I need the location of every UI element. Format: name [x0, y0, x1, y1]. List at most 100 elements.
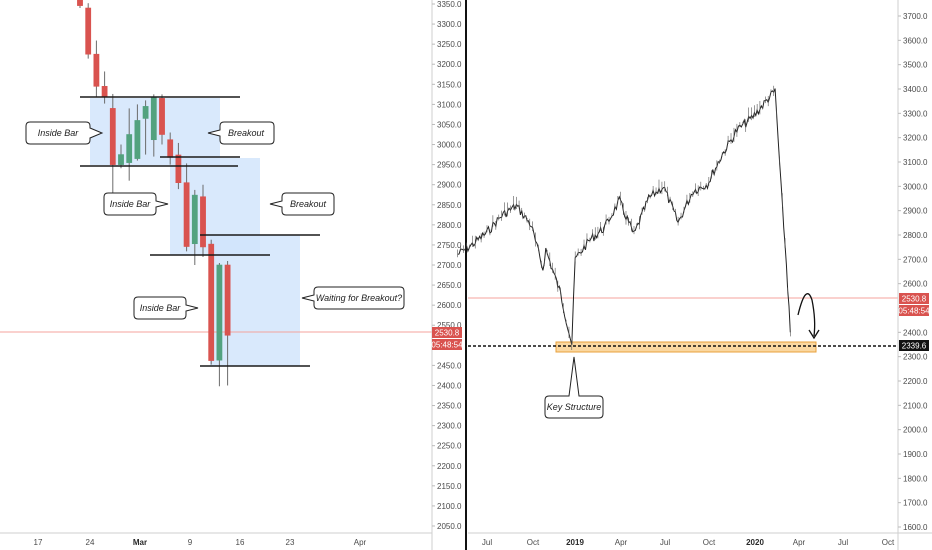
candle-body-bull	[142, 106, 149, 119]
right-y-tick-label: 1900.0	[903, 450, 928, 459]
left-y-tick-label: 2650.0	[437, 281, 462, 290]
breakout-label-1: Breakout	[228, 128, 265, 138]
price-line	[457, 88, 791, 345]
right-y-tick-label: 3600.0	[903, 36, 928, 45]
left-x-tick-label: 17	[34, 538, 43, 547]
breakout-label-2: Breakout	[290, 199, 327, 209]
left-x-tick-label: 24	[86, 538, 95, 547]
left-y-tick-label: 3150.0	[437, 80, 462, 89]
left-y-tick-label: 2100.0	[437, 502, 462, 511]
left-y-tick-label: 2400.0	[437, 381, 462, 390]
candle-body-bear	[167, 139, 174, 158]
right-y-tick-label: 2700.0	[903, 255, 928, 264]
right-y-tick-label: 2200.0	[903, 377, 928, 386]
candle-body-bull	[191, 194, 198, 245]
candle-body-bear	[85, 7, 92, 55]
left-y-tick-label: 2200.0	[437, 462, 462, 471]
right-x-tick-label: Oct	[882, 538, 895, 547]
candle-body-bear	[183, 182, 190, 247]
right-y-tick-label: 2000.0	[903, 426, 928, 435]
right-price-tag: 2530.8 05:48:54 2339.6	[898, 293, 930, 351]
candle-body-bear	[159, 98, 165, 135]
right-y-tick-label: 3300.0	[903, 109, 928, 118]
key-structure-label: Key Structure	[547, 402, 602, 412]
left-y-tick-label: 2450.0	[437, 361, 462, 370]
left-y-tick-label: 2300.0	[437, 422, 462, 431]
right-y-tick-label: 1700.0	[903, 499, 928, 508]
waiting-label: Waiting for Breakout?	[316, 293, 402, 303]
inside-bar-label-3: Inside Bar	[140, 303, 182, 313]
candle-body-bear	[224, 264, 231, 336]
left-panel: Inside Bar Breakout Inside Bar Breakout …	[0, 0, 463, 550]
left-y-tick-label: 2950.0	[437, 161, 462, 170]
left-y-tick-label: 2150.0	[437, 482, 462, 491]
candle-body-bear	[208, 243, 215, 361]
right-y-tick-label: 2900.0	[903, 207, 928, 216]
candle-body-bear	[77, 0, 83, 6]
left-x-tick-label: 9	[188, 538, 193, 547]
right-y-tick-label: 2800.0	[903, 231, 928, 240]
right-y-tick-label: 3700.0	[903, 12, 928, 21]
left-y-tick-label: 2550.0	[437, 321, 462, 330]
right-x-tick-label: Jul	[482, 538, 492, 547]
candle-body-bear	[101, 86, 108, 98]
candle-body-bull	[126, 134, 133, 163]
right-y-tick-label: 2400.0	[903, 328, 928, 337]
left-y-tick-label: 3200.0	[437, 60, 462, 69]
inside-bar-label-2: Inside Bar	[110, 199, 152, 209]
right-level-tag-text: 2339.6	[902, 342, 927, 351]
left-y-tick-label: 2350.0	[437, 402, 462, 411]
candle-body-bull	[216, 264, 223, 361]
left-price-tag: 2530.8 05:48:54	[431, 327, 463, 350]
left-y-tick-label: 3350.0	[437, 0, 462, 9]
right-y-tick-label: 1800.0	[903, 474, 928, 483]
projection-arrow	[797, 293, 820, 340]
projection-arrow-head	[808, 329, 820, 340]
callout-inside-bar-1: Inside Bar	[25, 121, 104, 145]
left-y-tick-label: 3000.0	[437, 141, 462, 150]
right-x-tick-label: 2019	[566, 538, 584, 547]
candle-body-bull	[118, 154, 124, 165]
left-y-tick-label: 2600.0	[437, 301, 462, 310]
left-y-tick-label: 2050.0	[437, 522, 462, 531]
right-x-tick-label: Jul	[660, 538, 670, 547]
left-y-tick-label: 3100.0	[437, 100, 462, 109]
left-y-tick-label: 2700.0	[437, 261, 462, 270]
callout-inside-bar-2: Inside Bar	[103, 192, 169, 216]
right-y-tick-label: 3100.0	[903, 158, 928, 167]
left-x-tick-label: Apr	[354, 538, 367, 547]
inside-bar-label-1: Inside Bar	[38, 128, 80, 138]
right-x-tick-label: Jul	[838, 538, 848, 547]
right-y-tick-label: 3200.0	[903, 134, 928, 143]
left-x-tick-label: Mar	[133, 538, 147, 547]
right-y-tick-label: 2300.0	[903, 353, 928, 362]
left-price-tag-text: 2530.8	[435, 329, 460, 338]
candlestick-series	[77, 0, 231, 387]
callout-waiting: Waiting for Breakout?	[301, 286, 405, 310]
left-y-tick-label: 3250.0	[437, 40, 462, 49]
candle-body-bear	[109, 108, 116, 165]
left-y-tick-label: 2750.0	[437, 241, 462, 250]
right-y-tick-label: 3500.0	[903, 61, 928, 70]
right-y-tick-label: 2600.0	[903, 280, 928, 289]
candle-body-bull	[134, 120, 141, 159]
right-time-tag-text: 05:48:54	[898, 307, 930, 316]
left-x-axis-ticks: 17 24 Mar 9 16 23 Apr	[34, 538, 367, 547]
candle-body-bear	[175, 154, 182, 183]
callout-inside-bar-3: Inside Bar	[133, 296, 199, 320]
right-price-tag-text: 2530.8	[902, 295, 927, 304]
key-structure-zone	[555, 341, 817, 353]
candle-body-bull	[150, 96, 157, 141]
left-time-tag-text: 05:48:54	[431, 341, 463, 350]
left-y-tick-label: 3300.0	[437, 20, 462, 29]
left-y-tick-label: 2800.0	[437, 221, 462, 230]
left-y-tick-label: 2250.0	[437, 442, 462, 451]
right-y-axis-ticks: 3700.0 3600.0 3500.0 3400.0 3300.0 3200.0 3100…	[898, 12, 928, 532]
right-x-tick-label: Apr	[615, 538, 628, 547]
left-y-axis-ticks: 3350.0 3300.0 3250.0 3200.0 3150.0 3100.0 3050…	[432, 0, 462, 531]
right-x-tick-label: Oct	[703, 538, 716, 547]
left-y-tick-label: 2900.0	[437, 181, 462, 190]
projection-arrow-curve	[797, 293, 816, 337]
right-x-tick-label: Oct	[527, 538, 540, 547]
left-y-tick-label: 2850.0	[437, 201, 462, 210]
